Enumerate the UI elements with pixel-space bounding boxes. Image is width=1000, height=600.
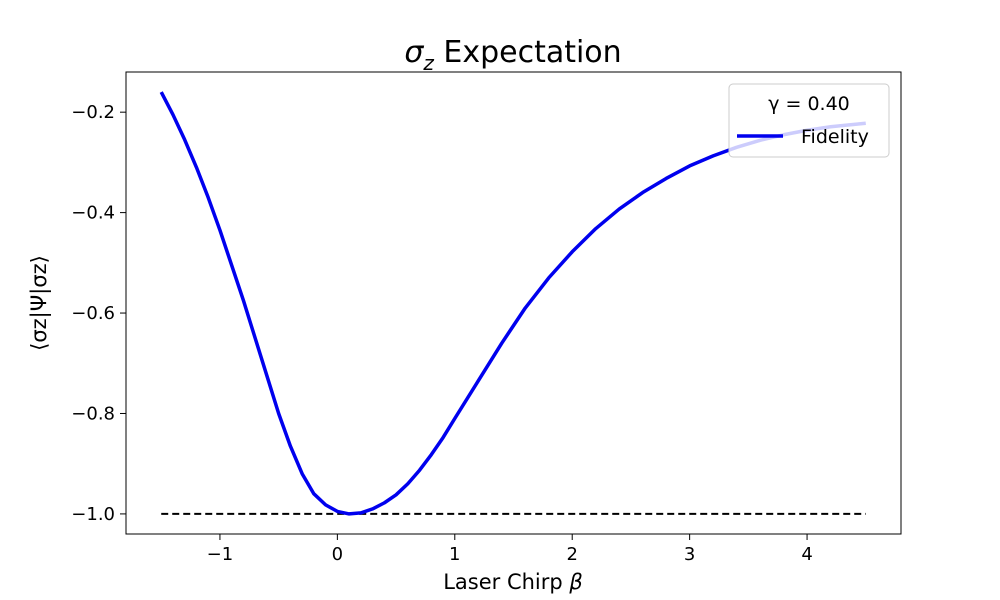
plot-area [159, 91, 866, 516]
x-tick-label: 4 [801, 544, 812, 565]
legend-title: γ = 0.40 [768, 93, 850, 115]
x-tick-label: −1 [207, 544, 234, 565]
x-tick-label: 2 [566, 544, 577, 565]
y-tick-label: −1.0 [71, 504, 115, 525]
y-tick-label: −0.2 [71, 102, 115, 123]
y-tick-label: −0.4 [71, 203, 115, 224]
x-axis: −1 0 1 2 3 4 [207, 534, 813, 565]
series-line-fidelity [159, 91, 866, 516]
x-tick-label: 3 [684, 544, 695, 565]
legend-label-fidelity: Fidelity [801, 126, 869, 148]
x-axis-label: Laser Chirp β [443, 570, 583, 594]
chart-title: σz Expectation [404, 35, 621, 75]
y-tick-label: −0.6 [71, 303, 115, 324]
y-axis-label: ⟨σz|Ψ|σz⟩ [27, 255, 52, 351]
x-tick-label: 1 [449, 544, 460, 565]
legend: γ = 0.40 Fidelity [728, 83, 890, 158]
plot-frame [125, 71, 902, 535]
x-tick-label: 0 [332, 544, 343, 565]
legend-box [728, 83, 890, 158]
y-axis: −1.0 −0.8 −0.6 −0.4 −0.2 [71, 102, 126, 525]
y-tick-label: −0.8 [71, 403, 115, 424]
